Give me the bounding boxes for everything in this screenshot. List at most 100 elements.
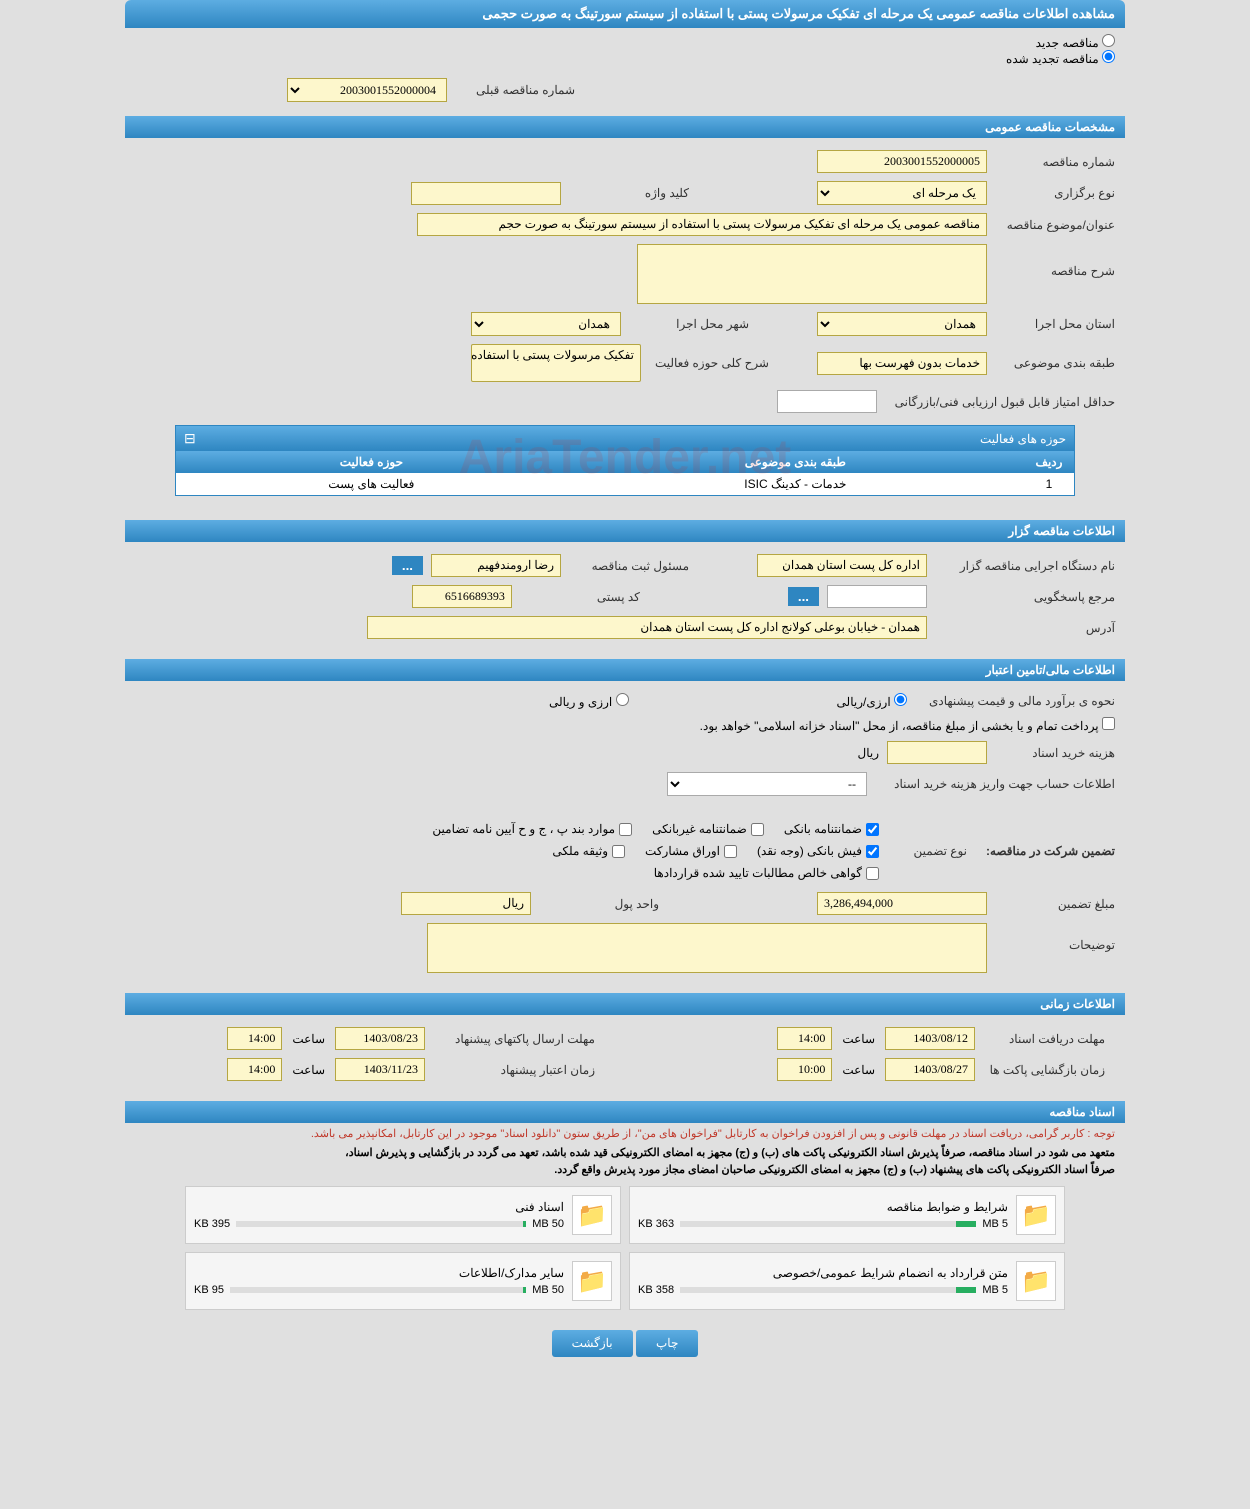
description-textarea[interactable] — [637, 244, 987, 304]
type-label: نوع برگزاری — [995, 186, 1115, 200]
org-name-input[interactable] — [757, 554, 927, 577]
folder-icon: 📁 — [572, 1195, 612, 1235]
account-select[interactable]: -- — [667, 772, 867, 796]
activity-scope-select[interactable]: تفکیک مرسولات پستی با استفاده از سیستم — [471, 344, 641, 382]
keyword-input[interactable] — [411, 182, 561, 205]
time-label: ساعت — [292, 1063, 325, 1077]
folder-icon: 📁 — [1016, 1261, 1056, 1301]
chk-bank-receipt[interactable]: فیش بانکی (وجه نقد) — [757, 844, 879, 858]
category-label: طبقه بندی موضوعی — [995, 356, 1115, 370]
section-general: مشخصات مناقصه عمومی — [125, 116, 1125, 138]
doc-max: 50 MB — [532, 1284, 564, 1296]
doc-max: 5 MB — [982, 1284, 1008, 1296]
validity-date[interactable] — [335, 1058, 425, 1081]
chk-bank-guarantee[interactable]: ضمانتنامه بانکی — [784, 822, 879, 836]
doc-card[interactable]: 📁 شرایط و ضوابط مناقصه 5 MB 363 KB — [629, 1186, 1065, 1244]
time-label: ساعت — [842, 1063, 875, 1077]
min-score-input[interactable] — [777, 390, 877, 413]
doc-card[interactable]: 📁 متن قرارداد به انضمام شرایط عمومی/خصوص… — [629, 1252, 1065, 1310]
account-label: اطلاعات حساب جهت واریز هزینه خرید اسناد — [875, 777, 1115, 791]
guarantee-amount-label: مبلغ تضمین — [995, 897, 1115, 911]
province-label: استان محل اجرا — [995, 317, 1115, 331]
print-button[interactable]: چاپ — [636, 1330, 698, 1357]
registrar-label: مسئول ثبت مناقصه — [569, 559, 689, 573]
chk-securities[interactable]: اوراق مشارکت — [645, 844, 737, 858]
tender-no-label: شماره مناقصه — [995, 155, 1115, 169]
payment-note-checkbox[interactable]: پرداخت تمام و یا بخشی از مبلغ مناقصه، از… — [700, 717, 1115, 733]
activity-panel: حوزه های فعالیت ⊟ ردیف طبقه بندی موضوعی … — [175, 425, 1075, 496]
section-organizer: اطلاعات مناقصه گزار — [125, 520, 1125, 542]
prev-tender-label: شماره مناقصه قبلی — [455, 83, 575, 97]
subject-input[interactable] — [417, 213, 987, 236]
doc-max: 5 MB — [982, 1218, 1008, 1230]
notice-2: صرفاً اسناد الکترونیکی پاکت های پیشنهاد … — [125, 1161, 1125, 1178]
address-input[interactable] — [367, 616, 927, 639]
accountable-lookup-button[interactable]: ... — [788, 587, 819, 606]
notes-textarea[interactable] — [427, 923, 987, 973]
submit-deadline-date[interactable] — [335, 1027, 425, 1050]
collapse-icon[interactable]: ⊟ — [184, 430, 196, 447]
city-select[interactable]: همدان — [471, 312, 621, 336]
registrar-lookup-button[interactable]: ... — [392, 556, 423, 575]
min-score-label: حداقل امتیاز قابل قبول ارزیابی فنی/بازرگ… — [885, 395, 1115, 409]
guarantee-title: تضمین شرکت در مناقصه: — [975, 844, 1115, 858]
time-label: ساعت — [292, 1032, 325, 1046]
registrar-input[interactable] — [431, 554, 561, 577]
estimate-label: نحوه ی برآورد مالی و قیمت پیشنهادی — [915, 694, 1115, 708]
city-label: شهر محل اجرا — [629, 317, 749, 331]
doc-size: 395 KB — [194, 1218, 230, 1230]
receive-deadline-date[interactable] — [885, 1027, 975, 1050]
guarantee-amount-input[interactable] — [817, 892, 987, 915]
activity-panel-title: حوزه های فعالیت — [980, 432, 1066, 446]
validity-label: زمان اعتبار پیشنهاد — [435, 1063, 595, 1077]
section-financial: اطلاعات مالی/تامین اعتبار — [125, 659, 1125, 681]
doc-title: سایر مدارک/اطلاعات — [194, 1266, 564, 1280]
back-button[interactable]: بازگشت — [552, 1330, 633, 1357]
postal-code-input[interactable] — [412, 585, 512, 608]
chk-property-deed[interactable]: وثیقه ملکی — [552, 844, 625, 858]
doc-card[interactable]: 📁 اسناد فنی 50 MB 395 KB — [185, 1186, 621, 1244]
doc-title: اسناد فنی — [194, 1200, 564, 1214]
chk-non-bank-guarantee[interactable]: ضمانتنامه غیربانکی — [652, 822, 764, 836]
radio-forex[interactable]: ارزی و ریالی — [549, 693, 629, 709]
folder-icon: 📁 — [1016, 1195, 1056, 1235]
receive-deadline-time[interactable] — [777, 1027, 832, 1050]
opening-date[interactable] — [885, 1058, 975, 1081]
chk-bylaw-items[interactable]: موارد بند پ ، ج و ح آیین نامه تضامین — [432, 822, 632, 836]
radio-new-tender[interactable]: مناقصه جدید — [1036, 36, 1115, 50]
subject-label: عنوان/موضوع مناقصه — [995, 218, 1115, 232]
type-select[interactable]: یک مرحله ای — [817, 181, 987, 205]
opening-label: زمان بازگشایی پاکت ها — [985, 1063, 1105, 1077]
col-row: ردیف — [1024, 451, 1074, 473]
doc-cost-label: هزینه خرید اسناد — [995, 746, 1115, 760]
notes-label: توضیحات — [995, 923, 1115, 952]
submit-deadline-time[interactable] — [227, 1027, 282, 1050]
description-label: شرح مناقصه — [995, 244, 1115, 278]
doc-card[interactable]: 📁 سایر مدارک/اطلاعات 50 MB 95 KB — [185, 1252, 621, 1310]
radio-renewed-tender[interactable]: مناقصه تجدید شده — [1006, 52, 1115, 66]
activity-scope-label: شرح کلی حوزه فعالیت — [649, 356, 769, 370]
time-label: ساعت — [842, 1032, 875, 1046]
keyword-label: کلید واژه — [569, 186, 689, 200]
doc-size: 358 KB — [638, 1284, 674, 1296]
radio-rial[interactable]: ارزی/ریالی — [837, 693, 907, 709]
postal-code-label: کد پستی — [520, 590, 640, 604]
page-title: مشاهده اطلاعات مناقصه عمومی یک مرحله ای … — [125, 0, 1125, 28]
currency-input[interactable] — [401, 892, 531, 915]
validity-time[interactable] — [227, 1058, 282, 1081]
province-select[interactable]: همدان — [817, 312, 987, 336]
chk-contract-cert[interactable]: گواهی خالص مطالبات تایید شده قراردادها — [654, 866, 879, 880]
category-input[interactable] — [817, 352, 987, 375]
prev-tender-select[interactable]: 2003001552000004 — [287, 78, 447, 102]
opening-time[interactable] — [777, 1058, 832, 1081]
org-name-label: نام دستگاه اجرایی مناقصه گزار — [935, 559, 1115, 573]
doc-size: 95 KB — [194, 1284, 224, 1296]
currency-label: واحد پول — [539, 897, 659, 911]
accountable-input[interactable] — [827, 585, 927, 608]
doc-cost-input[interactable] — [887, 741, 987, 764]
accountable-label: مرجع پاسخگویی — [935, 590, 1115, 604]
folder-icon: 📁 — [572, 1261, 612, 1301]
section-documents: اسناد مناقصه — [125, 1101, 1125, 1123]
tender-no-input[interactable] — [817, 150, 987, 173]
address-label: آدرس — [935, 621, 1115, 635]
